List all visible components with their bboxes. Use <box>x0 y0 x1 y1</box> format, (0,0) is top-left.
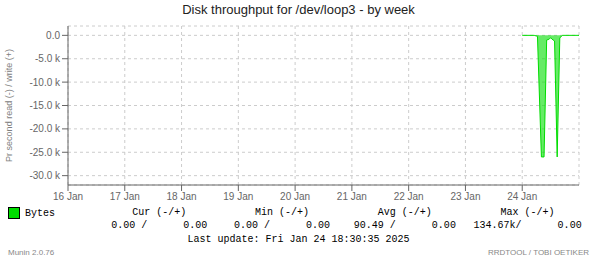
svg-text:-15.0 k: -15.0 k <box>29 100 61 111</box>
html-text:Last update: Fri Jan 24 18:30:: Last update: Fri Jan 24 18:30:35 2025 <box>187 234 410 245</box>
svg-text:-10.0 k: -10.0 k <box>29 77 61 88</box>
svg-text:-20.0 k: -20.0 k <box>29 123 61 134</box>
svg-text:16 Jan: 16 Jan <box>53 191 83 202</box>
svg-text:17 Jan: 17 Jan <box>110 191 140 202</box>
svg-text:0.0: 0.0 <box>46 30 60 41</box>
svg-text:24 Jan: 24 Jan <box>507 191 537 202</box>
svg-text:-5.0 k: -5.0 k <box>35 53 61 64</box>
svg-text:18 Jan: 18 Jan <box>167 191 197 202</box>
html-text:RRDTOOL / TOBI OETIKER: RRDTOOL / TOBI OETIKER <box>487 248 589 257</box>
html-text:Bytes: Bytes <box>25 207 55 219</box>
html-text:134.67k/ 0.00: 134.67k/ 0.00 <box>473 220 582 231</box>
svg-text:Pr second read (-) / write (+): Pr second read (-) / write (+) <box>8 49 14 162</box>
svg-text:20 Jan: 20 Jan <box>280 191 310 202</box>
html-text:Min (-/+): Min (-/+) <box>255 207 310 218</box>
html-text:Disk throughput for /dev/loop3: Disk throughput for /dev/loop3 - by week <box>182 2 415 17</box>
html-text:0.00 / 0.00: 0.00 / 0.00 <box>111 220 208 231</box>
svg-text:19 Jan: 19 Jan <box>223 191 253 202</box>
html-text:90.49 / 0.00: 90.49 / 0.00 <box>353 220 456 231</box>
html-text:Max (-/+): Max (-/+) <box>500 207 555 218</box>
svg-text:21 Jan: 21 Jan <box>337 191 367 202</box>
html-text:Cur (-/+): Cur (-/+) <box>132 207 187 218</box>
svg-text:23 Jan: 23 Jan <box>450 191 480 202</box>
html-text:0.00 / 0.00: 0.00 / 0.00 <box>234 220 331 231</box>
html-text:Munin 2.0.76: Munin 2.0.76 <box>8 248 55 257</box>
svg-text:-30.0 k: -30.0 k <box>29 170 61 181</box>
svg-text:-25.0 k: -25.0 k <box>29 147 61 158</box>
html-text:Avg (-/+): Avg (-/+) <box>377 207 432 218</box>
svg-text:22 Jan: 22 Jan <box>394 191 424 202</box>
